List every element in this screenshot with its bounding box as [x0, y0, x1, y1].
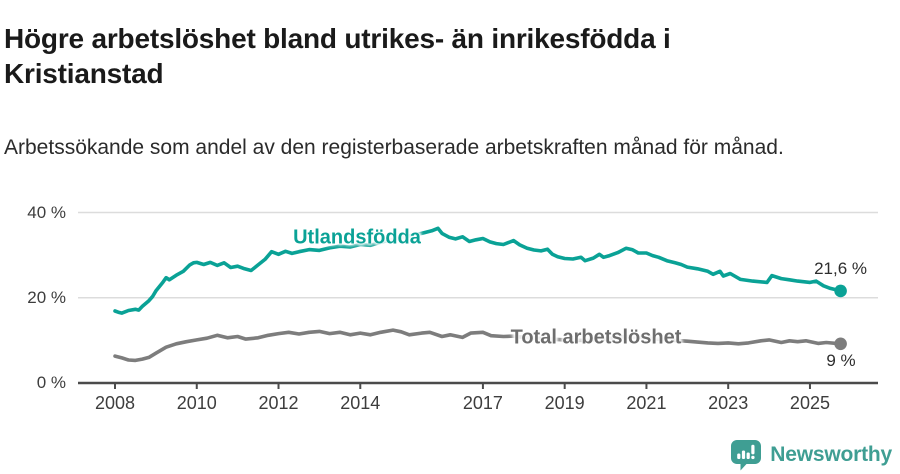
x-axis-label-2019: 2019 [544, 393, 585, 413]
series-label-total-arbetsloshet: Total arbetslöshet [510, 326, 682, 349]
series-line-total [113, 328, 843, 363]
series-end-dot-total [834, 337, 847, 351]
chart-subtitle: Arbetssökande som andel av den registerb… [4, 136, 784, 159]
x-axis-label-2025: 2025 [789, 393, 830, 413]
x-axis-label-2017: 2017 [462, 393, 503, 413]
end-value-label-total: 9 % [826, 351, 856, 370]
series-end-dot-utlandsfodda [834, 284, 847, 298]
x-axis-label-2021: 2021 [626, 393, 667, 413]
x-axis-label-2023: 2023 [708, 393, 749, 413]
newsworthy-brand-link[interactable]: Newsworthy [730, 439, 892, 471]
series-label-utlandsfodda: Utlandsfödda [293, 226, 421, 249]
newsworthy-logo-icon [730, 439, 762, 471]
series-line-utlandsfodda [113, 226, 843, 315]
x-axis-label-2012: 2012 [258, 393, 299, 413]
x-axis-label-2008: 2008 [94, 393, 136, 413]
newsworthy-brand-text: Newsworthy [770, 443, 892, 466]
end-value-label-utlandsfodda: 21,6 % [814, 259, 867, 278]
x-axis-label-2010: 2010 [176, 393, 217, 413]
line-chart [78, 211, 878, 389]
y-axis-label-20: 20 % [27, 287, 66, 307]
x-axis-label-2014: 2014 [340, 393, 381, 413]
page-title: Högre arbetslöshet bland utrikes- än inr… [4, 22, 671, 89]
y-axis-label-40: 40 % [27, 202, 66, 222]
y-axis-label-0: 0 % [36, 373, 66, 392]
